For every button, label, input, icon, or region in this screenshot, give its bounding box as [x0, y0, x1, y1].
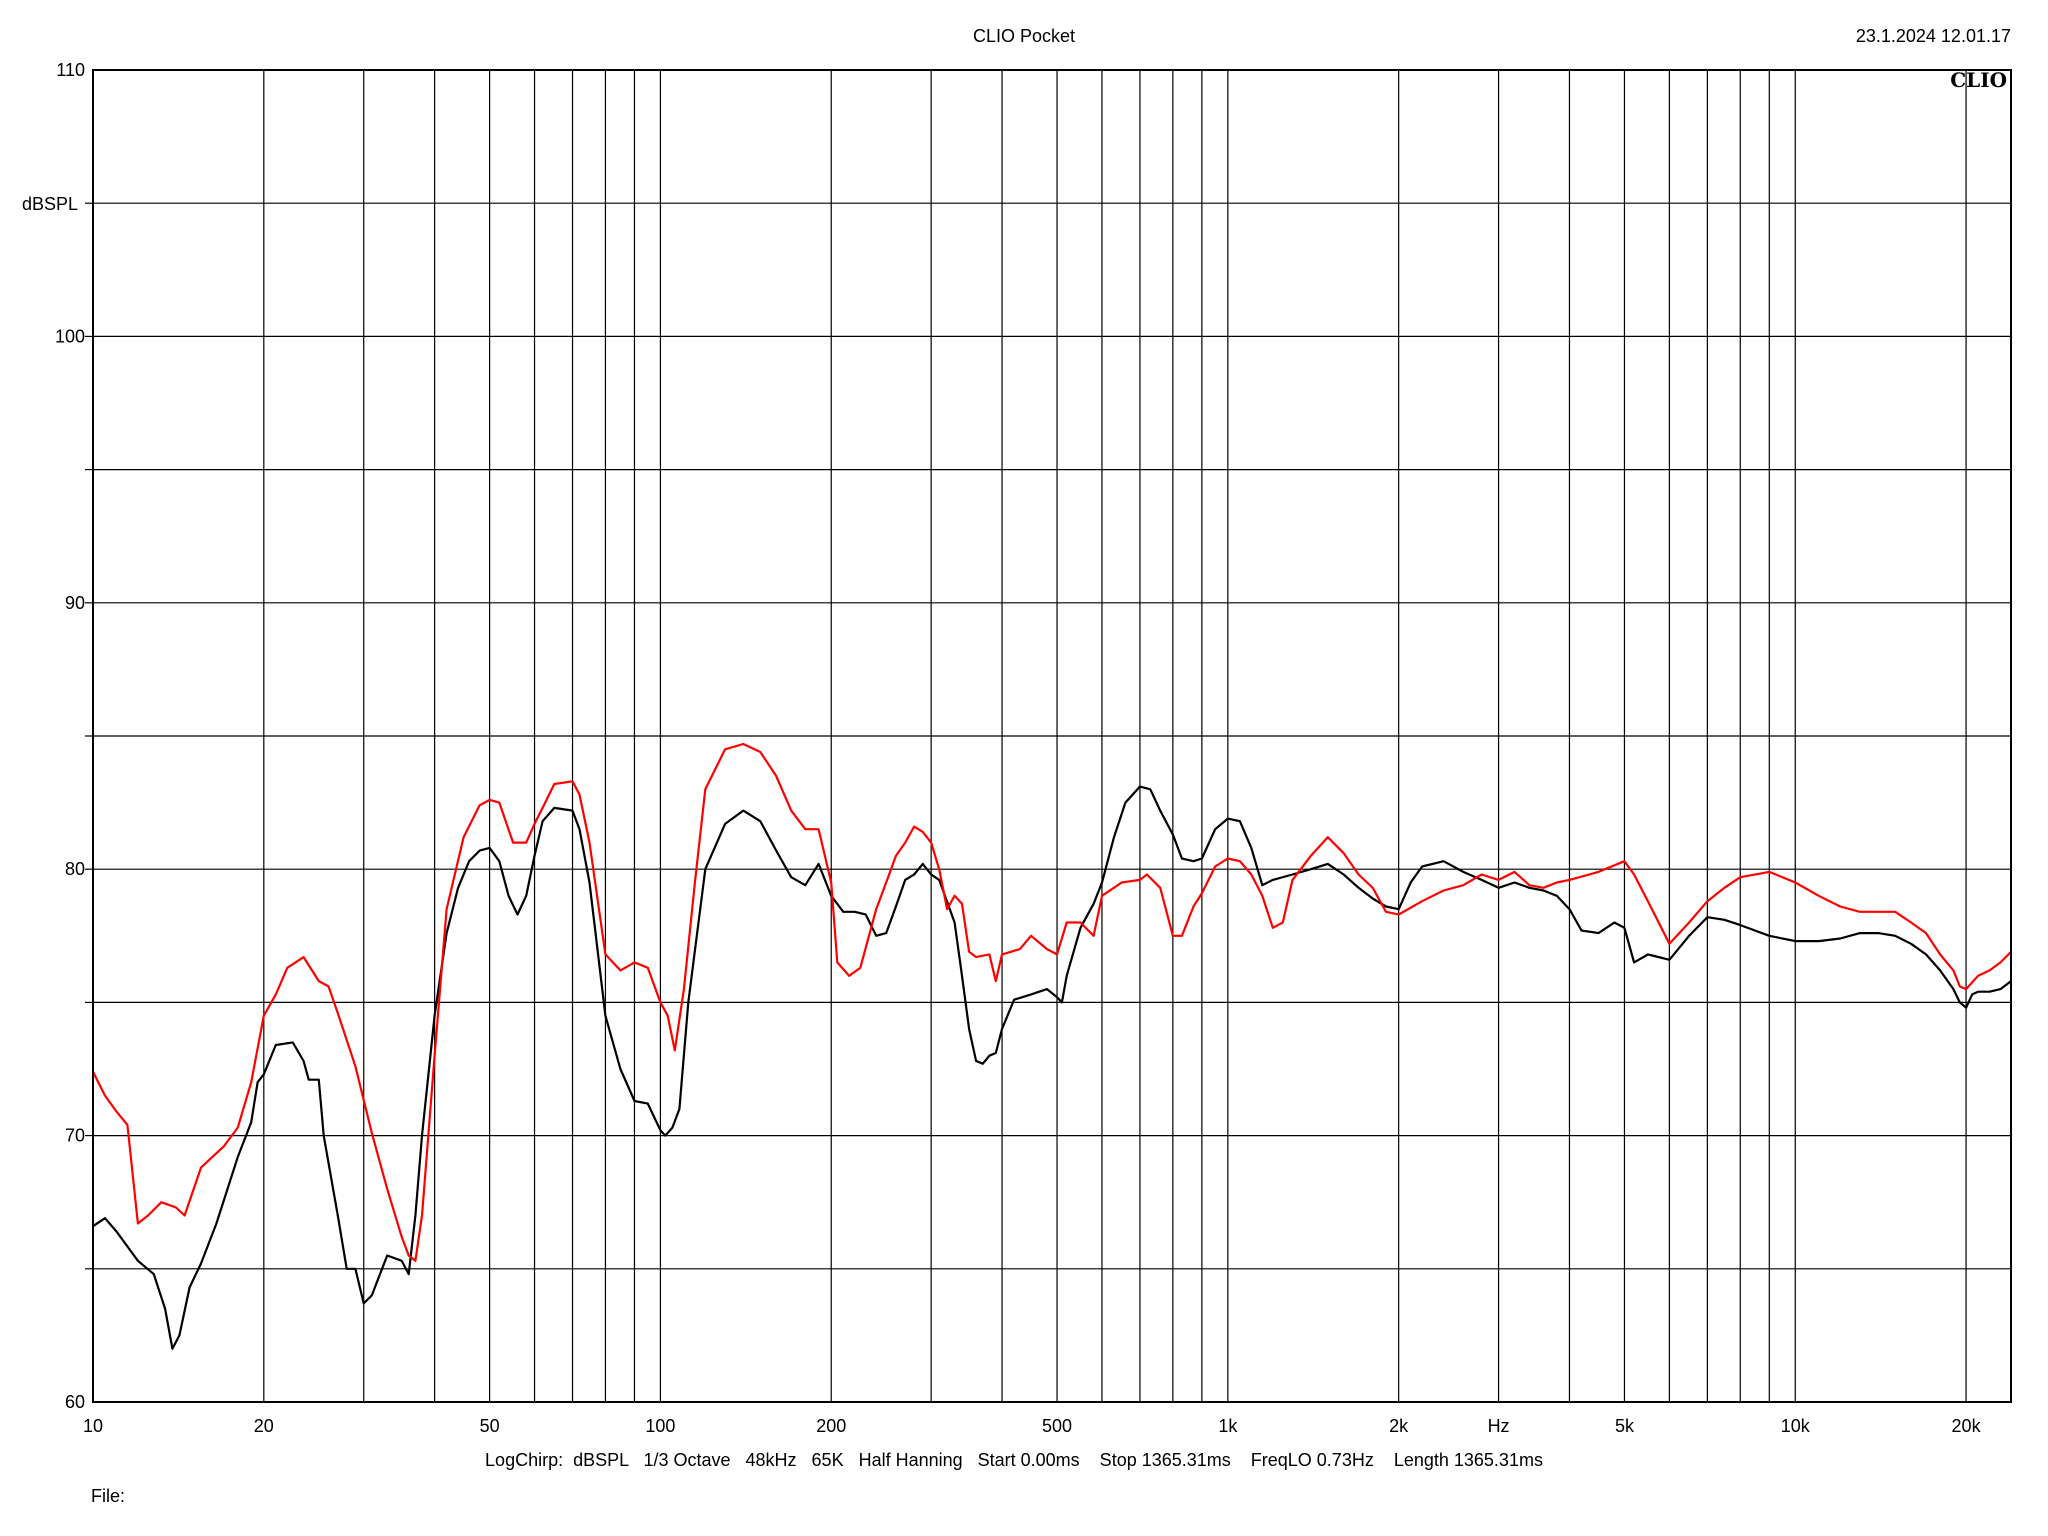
x-tick-labels: 10 20 50 100 200 500 1k 2k 5k 10k 20k	[83, 1416, 1982, 1436]
chart-title: CLIO Pocket	[973, 26, 1075, 46]
clio-logo: CLIO	[1950, 68, 2007, 92]
plot-frame	[92, 69, 2012, 1403]
series-lines	[92, 742, 2012, 1350]
y-tick-label: 90	[65, 593, 85, 613]
timestamp: 23.1.2024 12.01.17	[1856, 26, 2011, 46]
x-tick-label: 100	[645, 1416, 675, 1436]
x-tick-label: 10k	[1781, 1416, 1811, 1436]
x-tick-label: 2k	[1389, 1416, 1409, 1436]
x-tick-label: 10	[83, 1416, 103, 1436]
file-label: File:	[91, 1486, 125, 1506]
y-tick-label: 70	[65, 1126, 85, 1146]
y-tick-label: 80	[65, 859, 85, 879]
x-tick-label: 20k	[1952, 1416, 1982, 1436]
series-line-1	[92, 785, 2012, 1350]
x-tick-label: 20	[254, 1416, 274, 1436]
x-axis-label: Hz	[1488, 1416, 1510, 1436]
x-tick-label: 1k	[1218, 1416, 1238, 1436]
horizontal-gridlines	[85, 202, 2011, 1270]
x-tick-label: 500	[1042, 1416, 1072, 1436]
y-tick-labels: 60 70 80 90 100 110	[55, 60, 85, 1412]
x-tick-label: 200	[816, 1416, 846, 1436]
series-line-2	[92, 742, 2012, 1262]
x-tick-label: 50	[480, 1416, 500, 1436]
y-axis-label: dBSPL	[22, 194, 78, 214]
y-tick-label: 100	[55, 326, 85, 346]
y-tick-label: 60	[65, 1392, 85, 1412]
measurement-settings: LogChirp: dBSPL 1/3 Octave 48kHz 65K Hal…	[485, 1450, 1543, 1470]
y-tick-label: 110	[56, 60, 85, 80]
x-tick-label: 5k	[1615, 1416, 1635, 1436]
